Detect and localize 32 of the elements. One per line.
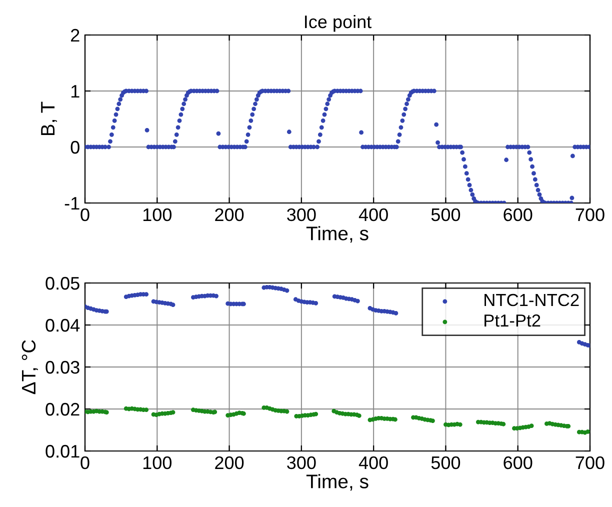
x-tick-label: 300 (287, 456, 316, 470)
x-tick-label: 300 (287, 208, 316, 222)
y-tick-label: 0.03 (46, 360, 80, 374)
x-tick-label: 100 (143, 456, 172, 470)
y-tick-label: 0.05 (46, 276, 80, 290)
x-tick-label: 400 (358, 456, 388, 470)
y-tick-label: 1 (71, 85, 80, 98)
x-tick-label: 500 (431, 456, 460, 470)
y-tick-label: 0.01 (46, 444, 80, 458)
x-tick-label: 0 (80, 208, 90, 222)
y-axis-title: ΔT, °C (22, 340, 38, 394)
x-tick-label: 500 (431, 208, 460, 222)
x-tick-label: 0 (80, 456, 90, 470)
x-tick-label: 400 (358, 208, 388, 222)
x-tick-label: 600 (504, 208, 532, 222)
chart-title: Ice point (305, 14, 372, 32)
y-tick-label: 0 (70, 140, 80, 154)
y-tick-label: 0.02 (46, 402, 80, 416)
y-tick-label: 2 (71, 28, 80, 42)
legend-label: Pt1-Pt2 (484, 314, 540, 327)
x-tick-label: 200 (215, 208, 244, 222)
x-axis-title: Time, s (306, 474, 368, 491)
legend-label: NTC1-NTC2 (484, 294, 579, 306)
x-tick-label: 700 (576, 208, 604, 222)
x-tick-label: 100 (143, 208, 172, 222)
x-tick-label: 600 (504, 456, 532, 470)
x-tick-label: 700 (576, 456, 604, 470)
y-axis-title: B, T (41, 102, 57, 136)
y-tick-label: 0.04 (46, 318, 80, 332)
x-axis-title: Time, s (306, 226, 368, 243)
x-tick-label: 200 (215, 456, 244, 470)
y-tick-label: -1 (64, 197, 80, 210)
